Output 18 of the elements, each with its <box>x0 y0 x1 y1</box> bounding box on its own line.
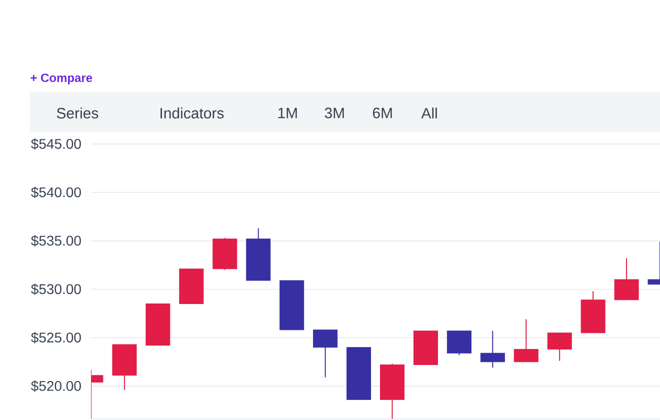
text: Indicators <box>160 107 224 118</box>
y-tick-label: $545.00 <box>31 138 81 150</box>
candlestick <box>614 258 639 300</box>
text: 1M <box>278 108 297 118</box>
y-tick-label: $530.00 <box>31 284 81 295</box>
candlestick <box>313 329 338 378</box>
y-tick-label: $540.00 <box>31 186 81 198</box>
y-tick-label: $520.00 <box>31 380 81 392</box>
y-tick-label: $535.00 <box>31 235 81 246</box>
candlestick <box>480 330 505 368</box>
text: Series <box>56 107 98 118</box>
candlestick <box>446 330 472 356</box>
text: + Compare <box>30 74 92 84</box>
text: All <box>421 108 437 118</box>
text: 3M <box>324 108 344 118</box>
candlestick <box>547 332 572 362</box>
y-tick-label: $525.00 <box>31 332 81 344</box>
text: 6M <box>372 108 392 118</box>
